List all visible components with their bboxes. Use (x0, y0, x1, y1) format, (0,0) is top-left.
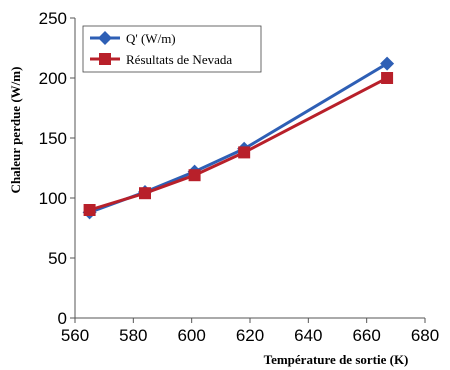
data-point (188, 169, 201, 182)
y-axis-title: Chaleur perdue (W/m) (8, 67, 23, 194)
series-line (89, 76, 388, 212)
series-line (89, 62, 388, 214)
legend-label: Résultats de Nevada (126, 52, 232, 67)
data-point (380, 56, 395, 71)
x-tick-label: 640 (294, 326, 322, 345)
x-tick-label: 620 (236, 326, 264, 345)
y-tick-label: 0 (58, 309, 67, 328)
series-1 (82, 56, 395, 220)
x-tick-label: 580 (119, 326, 147, 345)
legend-box (82, 25, 262, 73)
y-tick-label: 150 (39, 129, 67, 148)
data-point (83, 204, 96, 216)
y-tick-label: 100 (39, 189, 67, 208)
y-tick-label: 250 (39, 9, 67, 28)
x-tick-label: 680 (411, 326, 439, 345)
x-tick-label: 660 (352, 326, 380, 345)
legend-marker (98, 31, 112, 45)
series-group (82, 56, 395, 220)
data-point (381, 72, 394, 84)
legend-label: Q' (W/m) (126, 31, 176, 46)
x-tick-label: 560 (61, 326, 89, 345)
series-2 (83, 72, 394, 216)
tick-labels: 0 50 100 150 200 250 560 580 600 620 640 660 680 (39, 9, 440, 345)
legend: Q' (W/m) Résultats de Nevada (82, 25, 262, 73)
data-point (139, 187, 151, 200)
legend-marker (99, 53, 111, 65)
axes (70, 17, 426, 323)
y-tick-label: 50 (48, 249, 67, 268)
y-tick-label: 200 (39, 69, 67, 88)
x-axis-title: Température de sortie (K) (264, 352, 409, 367)
x-tick-label: 600 (177, 326, 205, 345)
data-point (238, 146, 251, 159)
